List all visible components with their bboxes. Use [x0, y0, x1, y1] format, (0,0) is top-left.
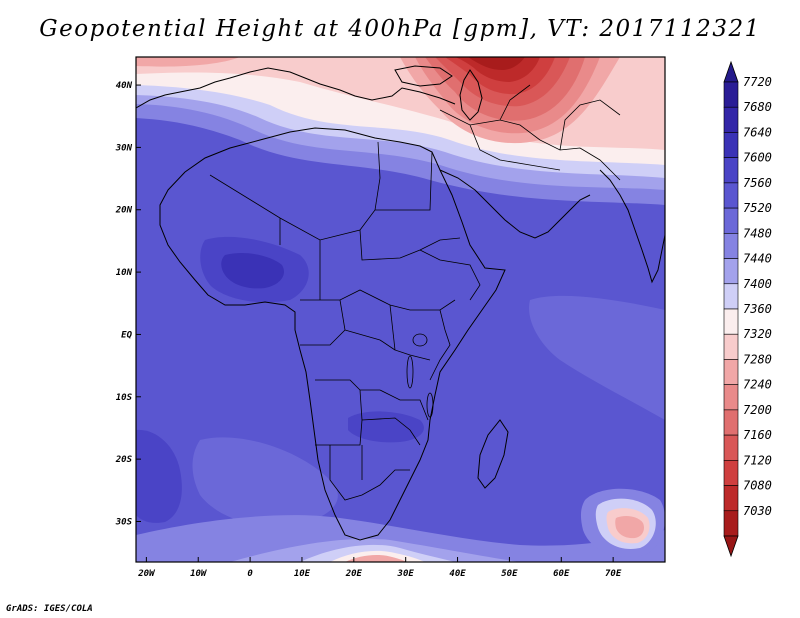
lake-malawi	[426, 392, 434, 418]
colorbar-label: 7640	[743, 125, 772, 139]
colorbar-swatch	[723, 233, 739, 259]
colorbar-label: 7080	[743, 479, 772, 493]
colorbar-swatch	[723, 510, 739, 537]
lon-tick-label: 20E	[345, 569, 363, 579]
colorbar-label: 7240	[743, 378, 772, 392]
colorbar: 7720 7680 7640 7600 7560 7520 7480 7440 7400 7360…	[723, 60, 772, 558]
lat-tick-label: 30N	[115, 143, 133, 153]
caspian-coastline	[459, 69, 483, 121]
lon-tick-label: 10W	[190, 569, 208, 579]
map-frame	[135, 56, 666, 563]
field-low-south-5	[345, 554, 408, 562]
colorbar-swatch	[723, 106, 739, 133]
europe-coastline	[136, 67, 456, 109]
field-high-atlantic	[136, 429, 182, 523]
colorbar-label: 7030	[743, 504, 772, 518]
border-lines-east	[419, 249, 481, 381]
colorbar-label: 7520	[743, 201, 772, 215]
lon-tick-label: 40E	[449, 569, 466, 579]
blacksea-coastline	[394, 65, 453, 87]
colorbar-swatch	[723, 409, 739, 436]
colorbar-label: 7400	[743, 277, 772, 291]
colorbar-label: 7360	[743, 302, 772, 316]
coastlines	[136, 65, 665, 541]
colorbar-swatch	[723, 182, 739, 209]
lon-tick-label: 50E	[501, 569, 518, 579]
software-credit: GrADS: IGES/COLA	[6, 604, 93, 614]
border-lines-central	[300, 289, 456, 361]
colorbar-label: 7320	[743, 327, 772, 341]
border-lines-south	[315, 379, 429, 501]
field-low-southatlantic	[192, 437, 338, 526]
colorbar-swatch	[723, 207, 739, 234]
lon-tick-label: 70E	[605, 569, 622, 579]
africa-coastline	[159, 127, 506, 541]
colorbar-swatch	[723, 283, 739, 310]
colorbar-swatch	[723, 132, 739, 158]
colorbar-label: 7480	[743, 226, 772, 240]
colorbar-swatch	[723, 485, 739, 512]
lat-tick-label: 20N	[115, 206, 133, 216]
madagascar-coastline	[477, 419, 509, 489]
axis-ticks	[136, 84, 614, 562]
great-lakes	[406, 333, 434, 418]
lon-tick-label: 0	[247, 569, 253, 579]
axis-labels: 20W 10W 0 10E 20E 30E 40E 50E 60E 70E 40N 30N 20N 10N…	[115, 81, 622, 579]
colorbar-swatch	[723, 81, 739, 108]
field-low-indian-3	[615, 515, 645, 539]
field-band-7030	[468, 57, 525, 70]
colorbar-swatch	[723, 258, 739, 285]
colorbar-swatch	[723, 434, 739, 461]
colorbar-swatch	[723, 157, 739, 184]
colorbar-swatch	[723, 333, 739, 360]
colorbar-label: 7120	[743, 453, 772, 467]
colorbar-swatch	[723, 384, 739, 411]
field-indianocean-lighter	[529, 295, 665, 420]
height-field	[136, 57, 665, 562]
lon-tick-label: 30E	[397, 569, 415, 579]
field-low-south	[136, 515, 665, 562]
colorbar-label: 7680	[743, 100, 772, 114]
colorbar-label: 7280	[743, 352, 772, 366]
border-lines-north	[209, 141, 461, 300]
lat-tick-label: EQ	[121, 330, 132, 340]
colorbar-swatch	[723, 308, 739, 335]
lon-tick-label: 60E	[553, 569, 570, 579]
lake-tanganyika	[406, 355, 414, 389]
colorbar-swatch	[723, 460, 739, 486]
lat-tick-label: 40N	[116, 81, 133, 91]
india-coastline	[599, 169, 665, 284]
field-high-southcentral	[348, 411, 424, 443]
lat-tick-label: 20S	[115, 455, 133, 465]
lat-tick-label: 10N	[116, 268, 133, 278]
colorbar-label: 7200	[743, 403, 772, 417]
lat-tick-label: 10S	[116, 393, 133, 403]
lat-tick-label: 30S	[115, 517, 133, 527]
lake-victoria	[412, 333, 428, 347]
colorbar-label: 7160	[743, 428, 772, 442]
colorbar-label: 7440	[743, 252, 772, 266]
colorbar-top-arrow	[723, 60, 739, 83]
border-lines-mideast	[439, 84, 621, 181]
colorbar-label: 7560	[743, 176, 772, 190]
colorbar-label: 7600	[743, 151, 772, 165]
lon-tick-label: 20W	[137, 569, 156, 579]
arabia-coastline	[439, 169, 591, 239]
colorbar-swatch	[723, 359, 739, 385]
map-title: Geopotential Height at 400hPa [gpm], VT:…	[39, 16, 761, 42]
colorbar-bottom-arrow	[723, 535, 739, 558]
lon-tick-label: 10E	[294, 569, 311, 579]
country-borders	[209, 84, 621, 501]
field-high-westafrica-core	[221, 253, 285, 289]
colorbar-label: 7720	[743, 75, 772, 89]
